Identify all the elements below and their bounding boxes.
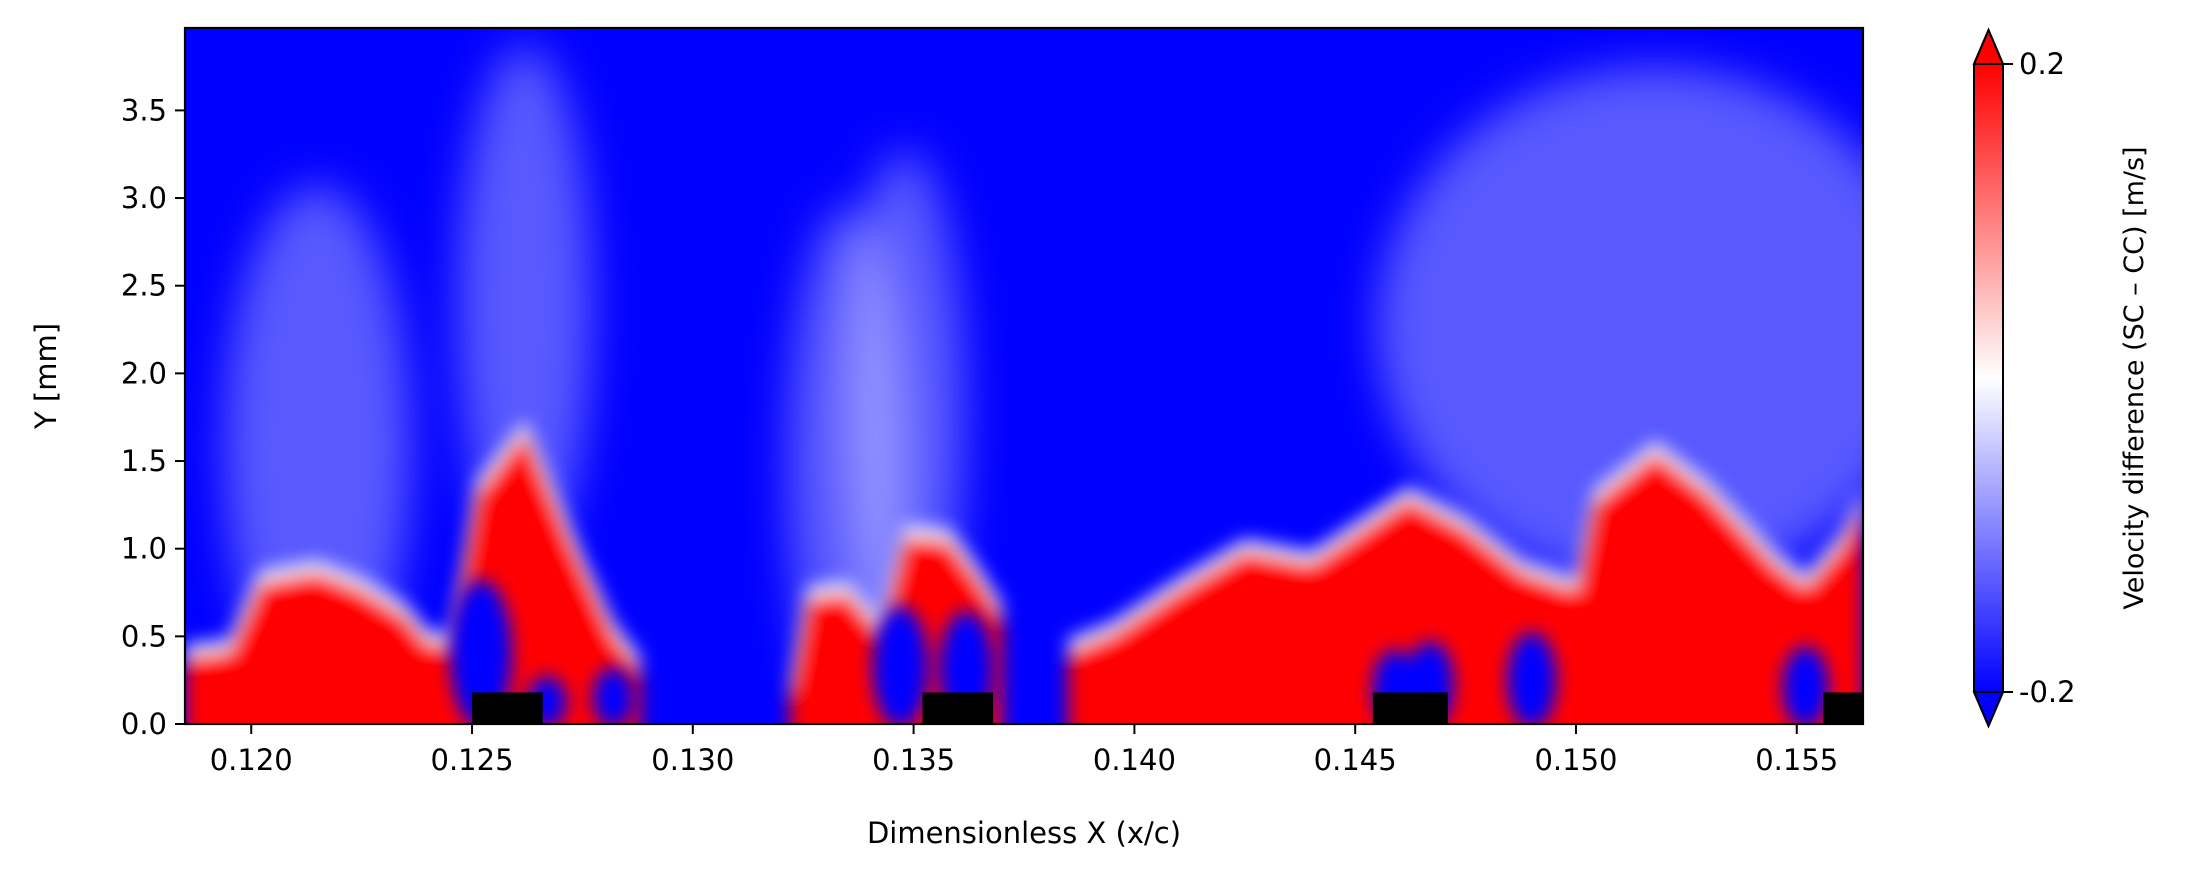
plot-frame (183, 26, 1865, 726)
plot-area (183, 26, 1865, 726)
x-tick-label: 0.135 (872, 743, 955, 777)
wall-block (472, 692, 543, 724)
positive-region (1068, 453, 1863, 724)
x-tick-label: 0.120 (210, 743, 293, 777)
y-axis-label: Y [mm] (29, 323, 63, 430)
haze-plume (1377, 67, 1863, 587)
colorbar-gradient (1974, 64, 2003, 692)
positive-region (185, 572, 450, 724)
x-tick-label: 0.150 (1534, 743, 1617, 777)
x-tick-label: 0.130 (651, 743, 734, 777)
colorbar-extend-bottom (1972, 691, 2005, 729)
colorbar: 0.2 -0.2 Velocity difference (SC – CC) [m… (1972, 27, 2150, 729)
colorbar-tick-label: 0.2 (2019, 47, 2065, 81)
wall-block (1372, 692, 1448, 724)
y-tick-label: 2.0 (121, 356, 167, 390)
negative-pocket (450, 579, 512, 724)
positive-region (789, 593, 883, 724)
colorbar-label: Velocity difference (SC – CC) [m/s] (2119, 146, 2150, 609)
y-tick-label: 3.0 (121, 181, 167, 215)
y-tick-label: 1.5 (121, 444, 167, 478)
heatmap-positive-layer (185, 419, 1863, 724)
x-tick-label: 0.140 (1093, 743, 1176, 777)
x-axis-ticks: 0.120 0.125 0.130 0.135 0.140 0.145 0.150 0.155 (210, 724, 1838, 777)
colorbar-extend-top (1972, 27, 2005, 65)
haze-plume (458, 45, 592, 566)
y-tick-label: 3.5 (121, 93, 167, 127)
y-tick-label: 2.5 (121, 269, 167, 303)
wall-block (922, 692, 994, 724)
y-axis-ticks: 0.0 0.5 1.0 1.5 2.0 2.5 3.0 3.5 (121, 93, 185, 741)
y-tick-label: 0.0 (121, 707, 167, 741)
y-tick-label: 0.5 (121, 619, 167, 653)
x-tick-label: 0.155 (1755, 743, 1838, 777)
y-tick-label: 1.0 (121, 532, 167, 566)
negative-pocket (872, 606, 929, 724)
x-tick-label: 0.145 (1314, 743, 1397, 777)
negative-pocket (1782, 646, 1829, 724)
x-tick-label: 0.125 (431, 743, 514, 777)
wall-block (1823, 692, 1863, 724)
colorbar-ticks: 0.2 -0.2 (2003, 47, 2076, 709)
colorbar-tick-label: -0.2 (2019, 675, 2076, 709)
wall-blocks (472, 692, 1863, 724)
negative-pocket (593, 667, 634, 724)
negative-pocket (1507, 632, 1557, 724)
x-axis-label: Dimensionless X (x/c) (867, 816, 1181, 850)
